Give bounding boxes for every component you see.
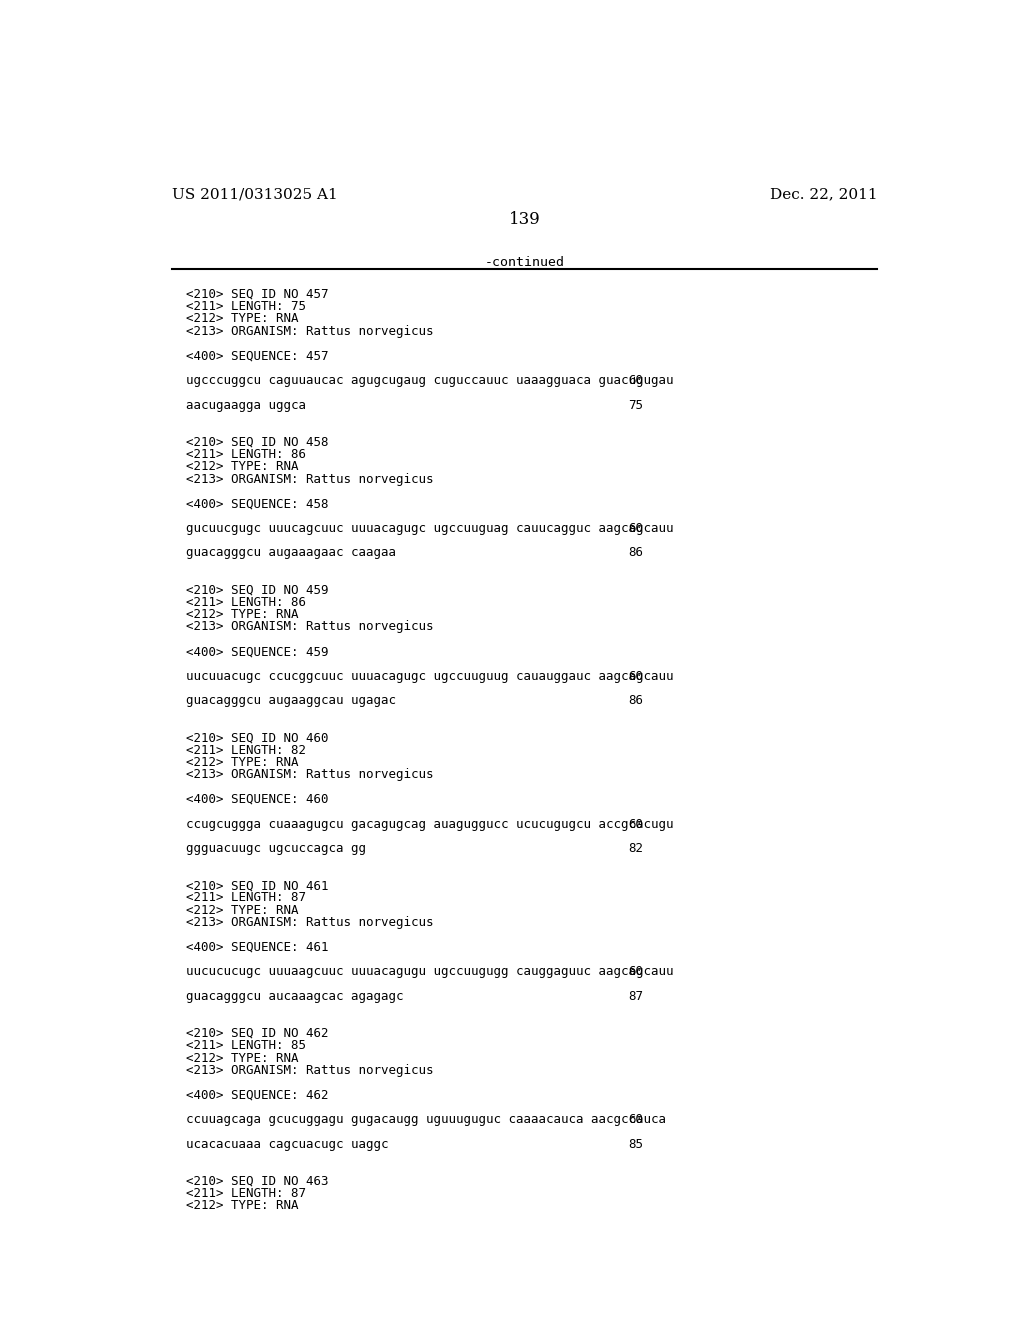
Text: <400> SEQUENCE: 457: <400> SEQUENCE: 457 (186, 350, 329, 363)
Text: 85: 85 (628, 1138, 643, 1151)
Text: <212> TYPE: RNA: <212> TYPE: RNA (186, 1200, 299, 1213)
Text: <211> LENGTH: 87: <211> LENGTH: 87 (186, 891, 306, 904)
Text: -continued: -continued (484, 256, 565, 269)
Text: 86: 86 (628, 546, 643, 560)
Text: <211> LENGTH: 75: <211> LENGTH: 75 (186, 300, 306, 313)
Text: <400> SEQUENCE: 460: <400> SEQUENCE: 460 (186, 793, 329, 807)
Text: Dec. 22, 2011: Dec. 22, 2011 (770, 187, 878, 202)
Text: ugcccuggcu caguuaucac agugcugaug cuguccauuc uaaagguaca guacugugau: ugcccuggcu caguuaucac agugcugaug cugucca… (186, 374, 674, 387)
Text: 139: 139 (509, 211, 541, 228)
Text: <212> TYPE: RNA: <212> TYPE: RNA (186, 461, 299, 474)
Text: <400> SEQUENCE: 461: <400> SEQUENCE: 461 (186, 941, 329, 954)
Text: guacagggcu augaaagaac caagaa: guacagggcu augaaagaac caagaa (186, 546, 396, 560)
Text: ccugcuggga cuaaagugcu gacagugcag auaguggucc ucucugugcu accgcacugu: ccugcuggga cuaaagugcu gacagugcag auagugg… (186, 817, 674, 830)
Text: <211> LENGTH: 82: <211> LENGTH: 82 (186, 743, 306, 756)
Text: aacugaagga uggca: aacugaagga uggca (186, 399, 306, 412)
Text: <213> ORGANISM: Rattus norvegicus: <213> ORGANISM: Rattus norvegicus (186, 325, 433, 338)
Text: <210> SEQ ID NO 457: <210> SEQ ID NO 457 (186, 288, 329, 301)
Text: <213> ORGANISM: Rattus norvegicus: <213> ORGANISM: Rattus norvegicus (186, 1064, 433, 1077)
Text: <212> TYPE: RNA: <212> TYPE: RNA (186, 1052, 299, 1065)
Text: <210> SEQ ID NO 463: <210> SEQ ID NO 463 (186, 1175, 329, 1188)
Text: ccuuagcaga gcucuggagu gugacaugg uguuuguguc caaaacauca aacgccauca: ccuuagcaga gcucuggagu gugacaugg uguuugug… (186, 1113, 667, 1126)
Text: guacagggcu aucaaagcac agagagc: guacagggcu aucaaagcac agagagc (186, 990, 403, 1003)
Text: <210> SEQ ID NO 458: <210> SEQ ID NO 458 (186, 436, 329, 449)
Text: <210> SEQ ID NO 462: <210> SEQ ID NO 462 (186, 1027, 329, 1040)
Text: <211> LENGTH: 86: <211> LENGTH: 86 (186, 447, 306, 461)
Text: <211> LENGTH: 87: <211> LENGTH: 87 (186, 1187, 306, 1200)
Text: <400> SEQUENCE: 459: <400> SEQUENCE: 459 (186, 645, 329, 659)
Text: <400> SEQUENCE: 458: <400> SEQUENCE: 458 (186, 498, 329, 511)
Text: 60: 60 (628, 521, 643, 535)
Text: guacagggcu augaaggcau ugagac: guacagggcu augaaggcau ugagac (186, 694, 396, 708)
Text: <211> LENGTH: 86: <211> LENGTH: 86 (186, 595, 306, 609)
Text: 60: 60 (628, 817, 643, 830)
Text: <210> SEQ ID NO 459: <210> SEQ ID NO 459 (186, 583, 329, 597)
Text: <213> ORGANISM: Rattus norvegicus: <213> ORGANISM: Rattus norvegicus (186, 768, 433, 781)
Text: uucucucugc uuuaagcuuc uuuacagugu ugccuugugg cauggaguuc aagcagcauu: uucucucugc uuuaagcuuc uuuacagugu ugccuug… (186, 965, 674, 978)
Text: <400> SEQUENCE: 462: <400> SEQUENCE: 462 (186, 1089, 329, 1102)
Text: <212> TYPE: RNA: <212> TYPE: RNA (186, 756, 299, 770)
Text: 75: 75 (628, 399, 643, 412)
Text: 87: 87 (628, 990, 643, 1003)
Text: 60: 60 (628, 669, 643, 682)
Text: <212> TYPE: RNA: <212> TYPE: RNA (186, 313, 299, 326)
Text: 86: 86 (628, 694, 643, 708)
Text: US 2011/0313025 A1: US 2011/0313025 A1 (172, 187, 338, 202)
Text: uucuuacugc ccucggcuuc uuuacagugc ugccuuguug cauauggauc aagcagcauu: uucuuacugc ccucggcuuc uuuacagugc ugccuug… (186, 669, 674, 682)
Text: 82: 82 (628, 842, 643, 855)
Text: <212> TYPE: RNA: <212> TYPE: RNA (186, 609, 299, 622)
Text: 60: 60 (628, 374, 643, 387)
Text: <210> SEQ ID NO 461: <210> SEQ ID NO 461 (186, 879, 329, 892)
Text: <212> TYPE: RNA: <212> TYPE: RNA (186, 904, 299, 917)
Text: <213> ORGANISM: Rattus norvegicus: <213> ORGANISM: Rattus norvegicus (186, 473, 433, 486)
Text: ggguacuugc ugcuccagca gg: ggguacuugc ugcuccagca gg (186, 842, 367, 855)
Text: ucacacuaaa cagcuacugc uaggc: ucacacuaaa cagcuacugc uaggc (186, 1138, 389, 1151)
Text: 60: 60 (628, 965, 643, 978)
Text: <213> ORGANISM: Rattus norvegicus: <213> ORGANISM: Rattus norvegicus (186, 620, 433, 634)
Text: <210> SEQ ID NO 460: <210> SEQ ID NO 460 (186, 731, 329, 744)
Text: <211> LENGTH: 85: <211> LENGTH: 85 (186, 1039, 306, 1052)
Text: gucuucgugc uuucagcuuc uuuacagugc ugccuuguag cauucagguc aagcagcauu: gucuucgugc uuucagcuuc uuuacagugc ugccuug… (186, 521, 674, 535)
Text: <213> ORGANISM: Rattus norvegicus: <213> ORGANISM: Rattus norvegicus (186, 916, 433, 929)
Text: 60: 60 (628, 1113, 643, 1126)
